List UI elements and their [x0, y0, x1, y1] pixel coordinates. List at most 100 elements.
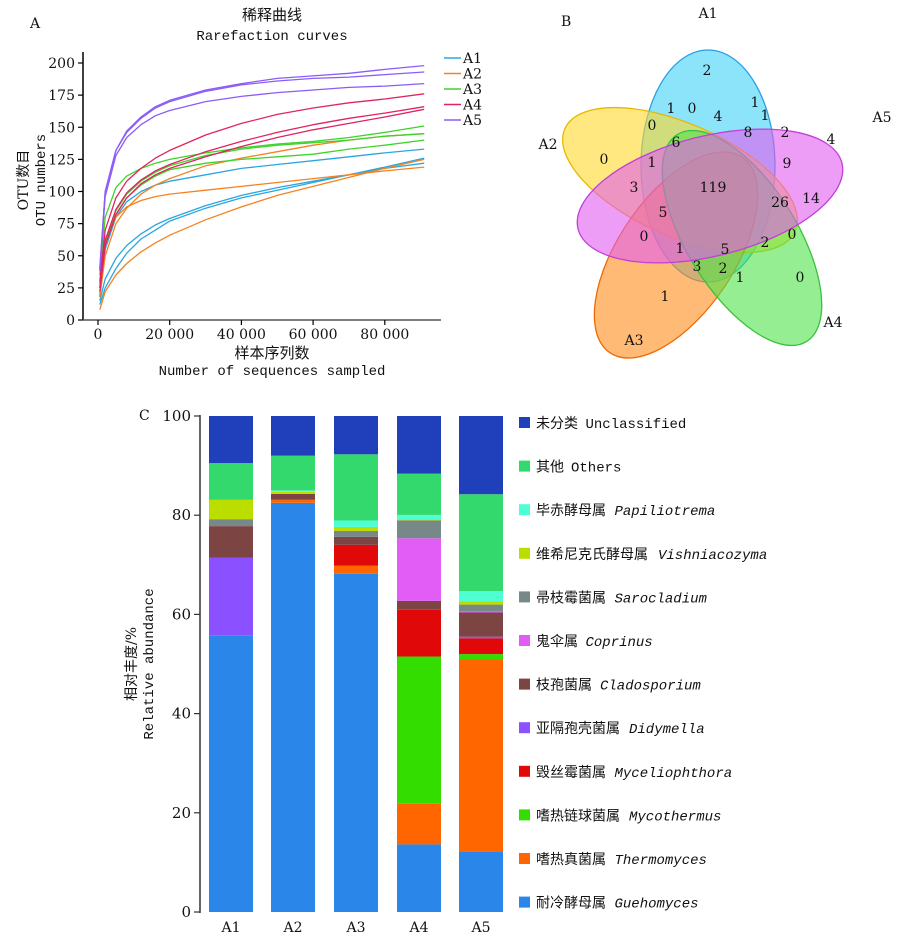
legend-item: 耐冷酵母属 Guehomyces	[519, 896, 699, 913]
venn-region-value: 0	[688, 101, 697, 117]
venn-region-value: 26	[771, 195, 789, 211]
y-tick-label: 175	[48, 88, 75, 104]
y-tick-label: 40	[172, 705, 191, 723]
abundance-ylabel-en: Relative abundance	[142, 588, 158, 739]
series-line-a5	[99, 71, 425, 269]
legend-item: 嗜热真菌属 Thermomyces	[519, 852, 707, 869]
venn-region-value: 2	[761, 235, 770, 251]
bar-segment-cladosporium-a5	[459, 612, 503, 637]
series-line-a4	[99, 106, 425, 288]
venn-set-a5	[576, 128, 844, 264]
bar-segment-cladosporium-a1	[209, 526, 253, 558]
bar-segment-didymella-a5	[459, 636, 503, 639]
legend-swatch	[519, 765, 530, 777]
rarefaction-y-ticks: 0 25 50 75 100 125 150 175 200	[48, 56, 83, 329]
y-tick-label: 80	[172, 506, 191, 524]
rarefaction-axes	[82, 52, 441, 321]
venn-region-value: 1	[751, 95, 760, 111]
legend-label: A4	[462, 98, 482, 114]
venn-set-label: A5	[871, 110, 891, 126]
legend-swatch	[519, 809, 530, 821]
bar-segment-myceliophthora-a4	[397, 609, 441, 657]
legend-label-cn: 嗜热链球菌属	[536, 808, 620, 824]
bar-segment-thermomyces-a3	[334, 565, 378, 574]
venn-region-value: 3	[693, 259, 702, 275]
bar-segment-thermomyces-a2	[271, 499, 315, 503]
bar-segment-cladosporium-a3	[334, 536, 378, 545]
legend-label-latin: Vishniacozyma	[658, 548, 767, 564]
x-tick-label: 40 000	[217, 327, 266, 343]
legend-label-latin: Myceliophthora	[615, 766, 733, 782]
legend-label: A5	[462, 113, 482, 129]
series-line-a5	[99, 82, 425, 272]
x-tick-label: A1	[220, 920, 240, 936]
y-tick-label: 75	[57, 217, 75, 233]
venn-region-value: 2	[719, 261, 728, 277]
venn-region-value: 1	[667, 101, 676, 117]
legend-swatch	[519, 635, 530, 646]
venn-set-label: A2	[537, 137, 557, 153]
bar-segment-others-a2	[271, 455, 315, 491]
legend-item: 嗜热链球菌属 Mycothermus	[519, 808, 721, 825]
legend-item: 亚隔孢壳菌属 Didymella	[519, 720, 705, 738]
abundance-panel: C 0 20 40 60 80 100 A1 A2 A3 A4 A5 未分类 Unclassifie…	[124, 407, 767, 936]
legend-label-cn: 未分类	[536, 416, 578, 432]
bar-segment-vishniacozyma-a4	[397, 519, 441, 521]
panel-letter-a: A	[29, 16, 41, 32]
abundance-ylabel: 相对丰度/%	[124, 627, 140, 701]
legend-swatch	[519, 896, 530, 908]
y-tick-label: 100	[48, 185, 75, 201]
x-tick-label: A5	[470, 920, 490, 936]
venn-set-label: A1	[697, 6, 717, 22]
panel-letter-c: C	[139, 408, 150, 424]
legend-label-cn: 耐冷酵母属	[536, 896, 606, 912]
series-line-a4	[99, 108, 425, 292]
bar-segment-myceliophthora-a5	[459, 638, 503, 655]
venn-region-value: 4	[827, 132, 836, 148]
legend-label-cn: 毕赤酵母属	[536, 503, 606, 519]
venn-region-value: 1	[761, 108, 770, 124]
y-tick-label: 0	[66, 313, 75, 329]
venn-region-value: 0	[796, 270, 805, 286]
rarefaction-series	[99, 64, 425, 310]
legend-label-latin: Others	[571, 461, 621, 477]
bar-segment-sarocladium-a5	[459, 604, 503, 612]
bar-segment-guehomyces-a4	[397, 844, 441, 912]
y-tick-label: 50	[57, 249, 75, 265]
bar-segment-papiliotrema-a4	[397, 514, 441, 520]
legend-label-latin: Didymella	[629, 722, 705, 738]
bar-segment-mycothermus-a5	[459, 654, 503, 660]
x-tick-label: 80 000	[360, 327, 409, 343]
venn-region-value: 1	[736, 270, 745, 286]
x-tick-label: A3	[345, 920, 365, 936]
x-tick-label: 0	[94, 327, 103, 343]
legend-label-latin: Sarocladium	[615, 591, 708, 607]
legend-swatch	[519, 460, 530, 472]
bar-segment-unclassified-a1	[209, 416, 253, 464]
legend-label-latin: Thermomyces	[615, 853, 707, 869]
legend-item: 未分类 Unclassified	[519, 416, 686, 433]
legend-item: 毕赤酵母属 Papiliotrema	[519, 503, 715, 520]
venn-region-value: 2	[703, 63, 712, 79]
bar-segment-coprinus-a5	[459, 611, 503, 613]
legend-swatch	[519, 678, 530, 690]
bar-segment-mycothermus-a4	[397, 656, 441, 804]
bar-segment-thermomyces-a5	[459, 659, 503, 852]
venn-region-value: 8	[744, 125, 753, 141]
legend-item: 枝孢菌属 Cladosporium	[519, 678, 701, 695]
x-tick-label: 60 000	[289, 327, 338, 343]
legend-label-latin: Guehomyces	[615, 897, 699, 913]
bar-segment-others-a1	[209, 463, 253, 500]
y-tick-label: 25	[57, 281, 75, 297]
panel-letter-b: B	[561, 14, 571, 30]
series-line-a3	[99, 125, 425, 276]
venn-region-value: 3	[630, 180, 639, 196]
legend-swatch	[519, 417, 530, 428]
legend-label-latin: Papiliotrema	[615, 504, 716, 520]
legend-item: 鬼伞属 Coprinus	[519, 633, 653, 651]
abundance-x-ticks: A1 A2 A3 A4 A5	[220, 920, 490, 936]
bar-segment-thermomyces-a4	[397, 803, 441, 845]
y-tick-label: 200	[48, 56, 75, 72]
